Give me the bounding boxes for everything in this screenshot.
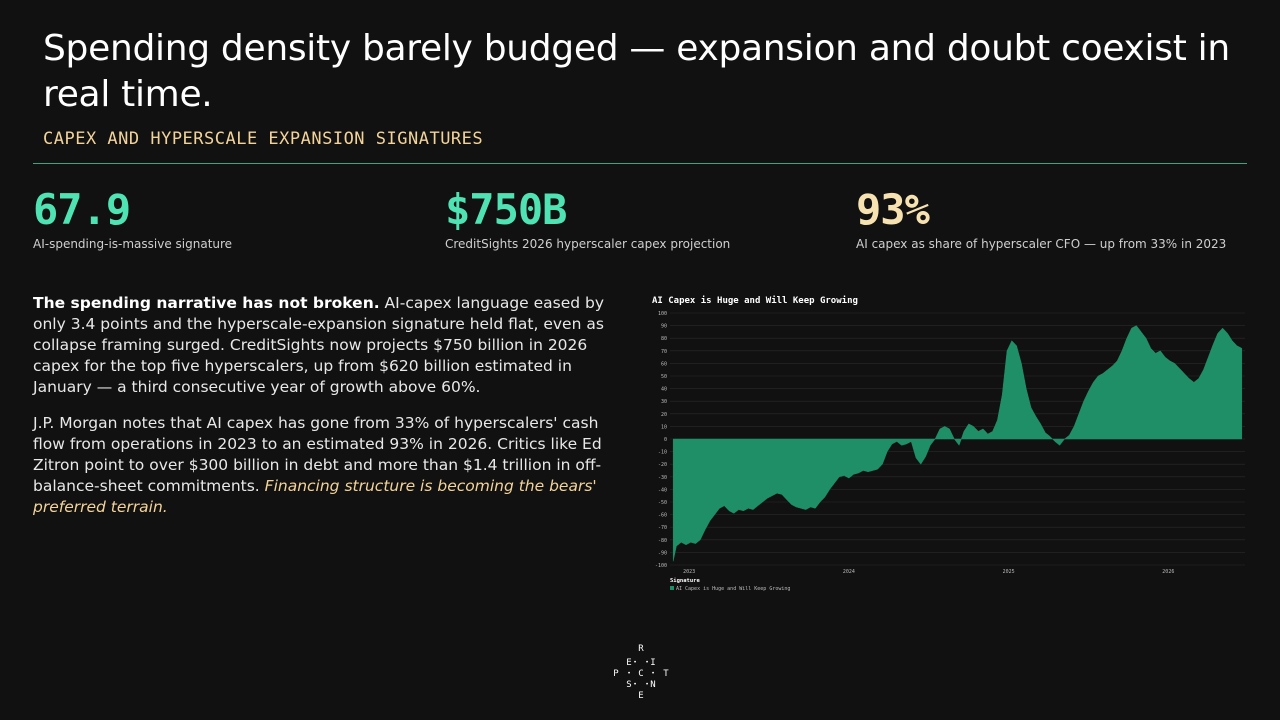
x-tick-label: 2023	[683, 569, 695, 575]
brand-logo: R E I P C T S N E • • • • • •	[611, 644, 671, 704]
x-tick-label: 2024	[843, 569, 855, 575]
y-tick-label: 90	[661, 324, 667, 330]
logo-letter: P	[613, 669, 619, 679]
legend-title: Signature	[670, 578, 700, 584]
y-tick-label: -60	[658, 513, 667, 519]
y-tick-label: -50	[658, 500, 667, 506]
kpi-capex-share-cfo: 93% AI capex as share of hyperscaler CFO…	[856, 185, 1226, 251]
logo-letter: T	[663, 669, 669, 679]
paragraph-lead: The spending narrative has not broken.	[33, 294, 380, 312]
header-divider	[33, 163, 1247, 164]
y-tick-label: 80	[661, 336, 667, 342]
logo-letter: C	[638, 669, 644, 679]
paragraph-text: AI-capex language eased by only 3.4 poin…	[33, 294, 605, 396]
kpi-capex-projection: $750B CreditSights 2026 hyperscaler cape…	[445, 185, 730, 251]
series-area	[672, 325, 1243, 562]
y-tick-label: 10	[661, 424, 667, 430]
x-tick-label: 2026	[1162, 569, 1174, 575]
paragraph-2: J.P. Morgan notes that AI capex has gone…	[33, 413, 618, 518]
legend-swatch	[670, 586, 674, 590]
logo-dot: •	[633, 681, 637, 688]
kpi-value: 93%	[856, 185, 930, 234]
logo-letter: I	[650, 658, 656, 668]
logo-letter: E	[638, 691, 644, 701]
y-tick-label: -40	[658, 487, 667, 493]
page-subtitle: CAPEX AND HYPERSCALE EXPANSION SIGNATURE…	[43, 129, 484, 149]
kpi-value: 67.9	[33, 185, 131, 234]
y-tick-label: 70	[661, 349, 667, 355]
y-tick-label: 60	[661, 361, 667, 367]
logo-letter: N	[650, 680, 656, 690]
y-tick-label: 30	[661, 399, 667, 405]
logo-letter: E	[626, 658, 632, 668]
logo-dot: •	[645, 681, 649, 688]
y-tick-label: 50	[661, 374, 667, 380]
body-text: The spending narrative has not broken. A…	[33, 293, 618, 533]
kpi-label: AI-spending-is-massive signature	[33, 237, 233, 251]
legend-label: AI Capex is Huge and Will Keep Growing	[676, 586, 790, 592]
logo-dot: •	[645, 659, 649, 666]
y-tick-label: 20	[661, 412, 667, 418]
capex-chart: AI Capex is Huge and Will Keep Growing 10…	[645, 290, 1255, 604]
kpi-value: $750B	[445, 185, 567, 234]
logo-dot: •	[627, 670, 631, 677]
kpi-label: CreditSights 2026 hyperscaler capex proj…	[445, 237, 731, 251]
logo-letter: R	[638, 644, 644, 654]
y-tick-label: -10	[658, 450, 667, 456]
y-tick-label: 40	[661, 387, 667, 393]
page-title: Spending density barely budged — expansi…	[43, 28, 1230, 115]
y-tick-label: -80	[658, 538, 667, 544]
y-tick-label: -90	[658, 550, 667, 556]
kpi-label: AI capex as share of hyperscaler CFO — u…	[856, 237, 1227, 251]
logo-dot: •	[633, 659, 637, 666]
y-tick-label: 0	[664, 437, 667, 443]
logo-dot: •	[651, 670, 655, 677]
paragraph-emphasis: Financing structure is becoming the bear…	[33, 477, 597, 516]
y-tick-label: -100	[655, 563, 667, 569]
chart-title: AI Capex is Huge and Will Keep Growing	[652, 295, 858, 306]
kpi-spending-signature: 67.9 AI-spending-is-massive signature	[33, 185, 232, 251]
logo-letter: S	[626, 680, 632, 690]
y-tick-label: -70	[658, 525, 667, 531]
y-tick-label: 100	[658, 311, 667, 317]
y-tick-label: -30	[658, 475, 667, 481]
x-tick-label: 2025	[1003, 569, 1015, 575]
paragraph-text: J.P. Morgan notes that AI capex has gone…	[33, 414, 602, 495]
chart-svg: AI Capex is Huge and Will Keep Growing 10…	[652, 295, 1245, 592]
y-tick-label: -20	[658, 462, 667, 468]
paragraph-1: The spending narrative has not broken. A…	[33, 293, 618, 398]
